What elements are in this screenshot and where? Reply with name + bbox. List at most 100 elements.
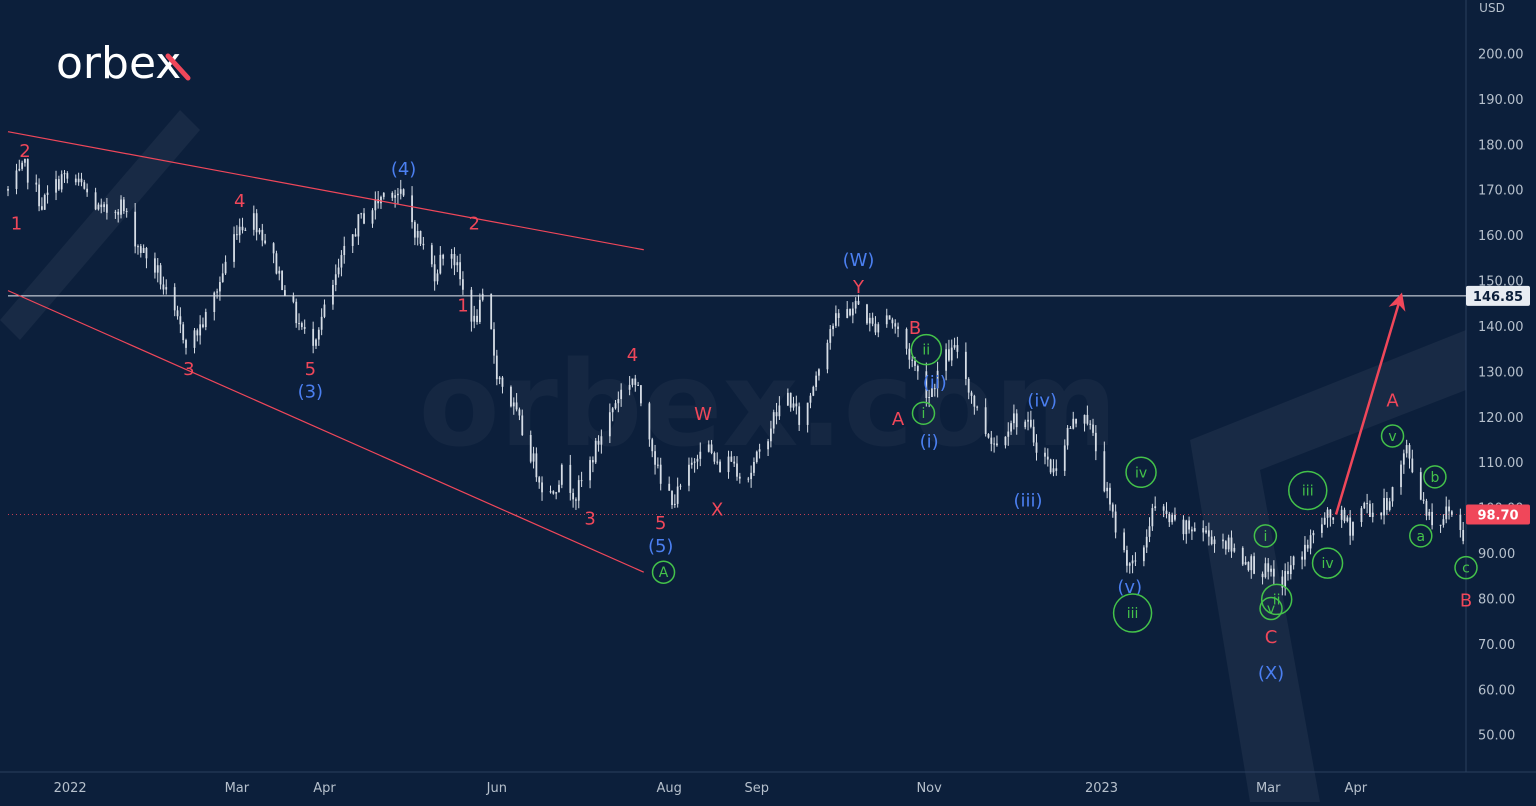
- candle-body: [156, 265, 159, 273]
- candle-body: [264, 240, 267, 244]
- price-tick-label: 200.00: [1478, 47, 1524, 62]
- candle-body: [380, 196, 382, 204]
- candle-body: [1292, 556, 1295, 566]
- candle-body: [693, 461, 696, 463]
- candle-body: [66, 173, 69, 179]
- candle-body: [473, 315, 476, 322]
- candle-body: [1083, 414, 1086, 424]
- wave-label: (W): [843, 250, 875, 271]
- candle-body: [1222, 539, 1224, 542]
- candle-body: [936, 370, 939, 389]
- candle-body: [1329, 509, 1332, 518]
- wave-label-circle: [1253, 524, 1278, 548]
- candle-body: [849, 309, 851, 316]
- candle-body: [945, 349, 947, 371]
- wave-label-circle: [1259, 596, 1283, 621]
- candle-body: [413, 222, 416, 238]
- candle-body: [94, 192, 97, 210]
- wave-label-circle: [1112, 593, 1153, 633]
- candle-body: [597, 440, 600, 445]
- candle-body: [1049, 459, 1052, 473]
- candle-body: [608, 412, 611, 437]
- candle-body: [1284, 571, 1287, 588]
- candle-body: [258, 229, 261, 233]
- orbex-logo: orbex: [56, 38, 191, 89]
- candle-body: [1114, 511, 1117, 533]
- candle-body: [1349, 517, 1352, 536]
- candle-body: [1450, 511, 1453, 515]
- candle-body: [394, 195, 397, 198]
- price-levels: [8, 295, 1466, 516]
- candle-body: [1055, 468, 1058, 471]
- candle-body: [478, 299, 481, 323]
- candle-body: [1188, 520, 1190, 530]
- candle-body: [857, 300, 860, 305]
- candle-body: [770, 428, 772, 442]
- candle-body: [1106, 487, 1109, 492]
- candle-body: [193, 330, 196, 348]
- candle-body: [806, 402, 809, 425]
- price-tick-label: 90.00: [1478, 547, 1515, 562]
- candle-body: [696, 458, 699, 462]
- candle-body: [261, 229, 264, 241]
- wave-label: 5: [305, 359, 316, 380]
- candle-body: [659, 464, 662, 484]
- candle-body: [80, 178, 83, 183]
- candle-body: [818, 369, 820, 376]
- candle-body: [594, 440, 597, 463]
- candle-body: [888, 315, 891, 320]
- wave-label: B: [1460, 590, 1472, 611]
- candle-body: [815, 375, 818, 387]
- candle-body: [357, 214, 360, 237]
- candle-body: [611, 408, 614, 413]
- candle-body: [411, 195, 413, 223]
- candle-body: [202, 324, 204, 328]
- candle-body: [43, 194, 46, 210]
- candle-body: [439, 254, 442, 274]
- candle-body: [1193, 528, 1196, 532]
- candle-body: [334, 274, 337, 285]
- candle-body: [970, 392, 973, 396]
- candle-body: [1332, 517, 1335, 520]
- candle-body: [1422, 499, 1425, 501]
- price-axis: USD 200.00 190.00 180.00 170.00 160.00 150.00 1…: [1478, 1, 1524, 744]
- candle-body: [634, 378, 637, 385]
- candle-body: [1340, 509, 1343, 520]
- candle-body: [97, 204, 100, 210]
- wave-label-circle: [1423, 465, 1447, 489]
- candle-body: [360, 213, 363, 215]
- current-price-label: 98.70: [1477, 509, 1518, 524]
- candle-body: [1052, 468, 1055, 473]
- candle-body: [885, 315, 888, 325]
- candle-body: [1191, 529, 1193, 532]
- candle-body: [529, 435, 532, 462]
- candle-body: [1323, 517, 1326, 525]
- candle-body: [908, 348, 911, 360]
- candle-body: [719, 461, 721, 473]
- candle-body: [275, 253, 278, 274]
- price-axis-unit: USD: [1479, 1, 1505, 15]
- candle-body: [241, 226, 244, 231]
- candle-body: [549, 491, 552, 493]
- candle-body: [317, 329, 320, 340]
- candle-body: [996, 443, 998, 446]
- candle-body: [24, 159, 26, 163]
- candle-body: [679, 485, 682, 487]
- candle-body: [1165, 510, 1168, 514]
- candle-body: [470, 289, 473, 322]
- time-tick-label: Sep: [745, 781, 770, 796]
- candle-body: [1109, 487, 1111, 505]
- candle-body: [1202, 528, 1205, 533]
- candle-body: [914, 360, 916, 366]
- candle-body: [1264, 563, 1267, 578]
- candle-body: [139, 246, 142, 253]
- candle-body: [1402, 453, 1405, 465]
- candle-body: [456, 262, 459, 266]
- candle-body: [363, 213, 365, 224]
- candle-body: [871, 317, 874, 324]
- wave-label-circle: [1380, 424, 1405, 448]
- candle-body: [295, 301, 298, 324]
- candlestick-series: [7, 158, 1465, 596]
- candle-body: [676, 486, 679, 504]
- candle-body: [15, 170, 18, 189]
